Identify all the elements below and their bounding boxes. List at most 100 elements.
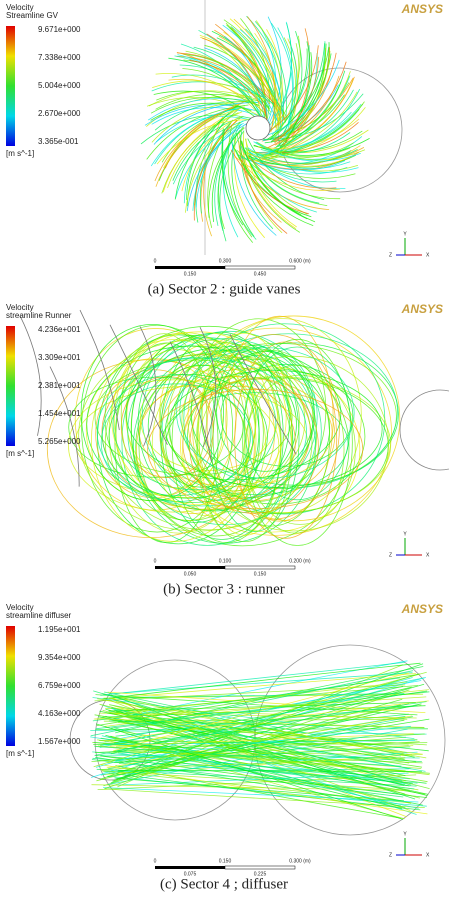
legend-tick: 6.759e+000 (38, 681, 81, 690)
outline (399, 389, 449, 471)
streamline (179, 333, 398, 489)
streamline (233, 138, 265, 239)
streamline (100, 757, 406, 770)
streamline (127, 338, 322, 526)
scale-label: 0.225 (254, 871, 267, 877)
streamline (189, 378, 319, 514)
streamline (181, 116, 241, 192)
legend-tick: 5.265e+000 (38, 437, 81, 446)
streamline (95, 694, 418, 716)
streamline (202, 37, 286, 120)
streamline (274, 75, 340, 146)
scale-bar: 0 0.150 0.300 (m) 0.075 0.225 (154, 858, 311, 877)
streamline (186, 113, 229, 200)
triad-label: X (426, 852, 430, 858)
streamline (182, 366, 361, 533)
streamline (247, 152, 350, 167)
streamline (68, 379, 280, 513)
streamline (114, 746, 411, 763)
streamline (151, 100, 254, 143)
streamline (234, 341, 338, 539)
streamline (231, 132, 255, 237)
scale-label: 0.200 (m) (289, 558, 311, 564)
legend-unit: [m s^-1] (6, 449, 34, 458)
streamline (239, 133, 297, 230)
streamline (245, 364, 345, 534)
scale-seg (224, 265, 296, 270)
streamline (95, 677, 413, 768)
streamline (168, 57, 263, 120)
streamline (165, 370, 383, 488)
legend-unit: [m s^-1] (6, 749, 34, 758)
streamline (156, 119, 252, 165)
streamline (253, 141, 361, 162)
streamline (117, 769, 422, 772)
legend-tick: 4.163e+000 (38, 709, 81, 718)
streamline (95, 756, 401, 807)
scale-label: 0.300 (m) (289, 858, 311, 864)
streamline (234, 156, 341, 191)
streamline (219, 130, 245, 242)
streamline (147, 389, 364, 510)
triad-label: Y (403, 531, 407, 537)
streamline (204, 44, 288, 118)
streamline (264, 94, 345, 144)
streamline (284, 47, 326, 148)
scale-bar: 0 0.100 0.200 (m) 0.050 0.150 (154, 558, 311, 577)
streamline (239, 28, 283, 115)
outline (49, 366, 80, 487)
triad-label: Z (389, 552, 392, 558)
outline (245, 115, 271, 141)
legend-tick: 1.567e+000 (38, 737, 81, 746)
streamline (101, 374, 252, 497)
scale-label: 0.150 (219, 858, 232, 864)
legend-tick: 3.365e-001 (38, 137, 79, 146)
streamline (248, 154, 356, 168)
scale-bar: 0 0.300 0.600 (m) 0.150 0.450 (154, 258, 311, 277)
streamline (270, 79, 354, 155)
streamline (182, 385, 296, 500)
streamline (138, 375, 333, 488)
streamline (100, 662, 405, 696)
streamline (245, 147, 346, 190)
streamline (269, 35, 301, 132)
streamline (95, 723, 404, 820)
streamline (104, 689, 410, 789)
streamline (163, 106, 245, 169)
scale-label: 0.450 (254, 271, 267, 277)
streamline (111, 719, 428, 783)
streamline (261, 91, 358, 159)
triad-label: X (426, 552, 430, 558)
streamlines (19, 309, 449, 547)
streamline (247, 138, 325, 200)
streamline (101, 770, 412, 804)
streamline (153, 102, 249, 145)
scale-label: 0.050 (184, 571, 197, 577)
streamline (238, 141, 282, 223)
streamline (147, 98, 259, 121)
legend-tick: 2.381e+001 (38, 381, 81, 390)
streamline (208, 127, 245, 218)
streamline (171, 74, 275, 105)
legend-tick: 4.236e+001 (38, 325, 81, 334)
streamline (244, 153, 337, 189)
caption: (b) Sector 3 : runner (163, 581, 285, 597)
outline (199, 326, 217, 448)
streamline (269, 43, 325, 141)
scale-seg (224, 865, 296, 870)
streamline (247, 142, 354, 159)
streamline (243, 346, 351, 501)
streamline (161, 112, 239, 194)
scale-label: 0.300 (219, 258, 232, 264)
streamline (206, 33, 269, 127)
colorbar (6, 26, 15, 146)
streamline (261, 59, 340, 138)
scale-seg (224, 565, 296, 570)
streamline (242, 338, 353, 546)
streamline (263, 45, 319, 135)
streamline (91, 784, 405, 791)
scale-label: 0 (154, 558, 157, 564)
outline (19, 315, 42, 436)
